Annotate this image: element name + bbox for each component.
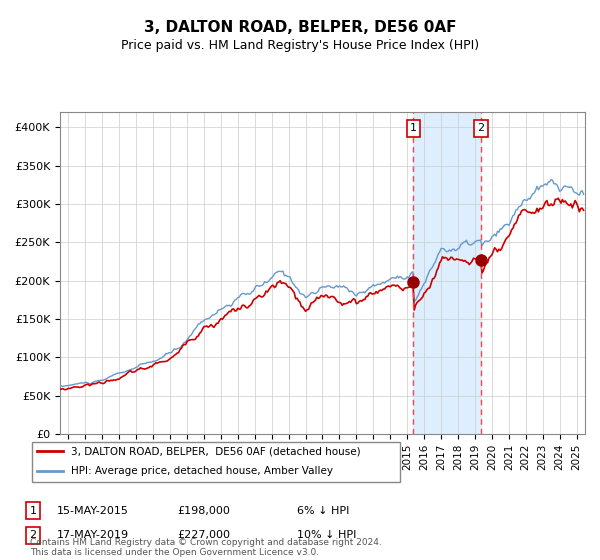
Text: 3, DALTON ROAD, BELPER, DE56 0AF: 3, DALTON ROAD, BELPER, DE56 0AF <box>144 20 456 35</box>
Text: 2: 2 <box>29 530 37 540</box>
Text: £198,000: £198,000 <box>177 506 230 516</box>
Text: £227,000: £227,000 <box>177 530 230 540</box>
Text: Price paid vs. HM Land Registry's House Price Index (HPI): Price paid vs. HM Land Registry's House … <box>121 39 479 52</box>
FancyBboxPatch shape <box>32 441 400 482</box>
Text: Contains HM Land Registry data © Crown copyright and database right 2024.
This d: Contains HM Land Registry data © Crown c… <box>30 538 382 557</box>
Text: 2: 2 <box>478 123 485 133</box>
Text: 17-MAY-2019: 17-MAY-2019 <box>57 530 129 540</box>
Bar <box>413 112 481 434</box>
Text: 1: 1 <box>29 506 37 516</box>
Text: 1: 1 <box>410 123 417 133</box>
Text: 15-MAY-2015: 15-MAY-2015 <box>57 506 129 516</box>
Text: HPI: Average price, detached house, Amber Valley: HPI: Average price, detached house, Ambe… <box>71 466 333 476</box>
Text: 10% ↓ HPI: 10% ↓ HPI <box>297 530 356 540</box>
Text: 3, DALTON ROAD, BELPER,  DE56 0AF (detached house): 3, DALTON ROAD, BELPER, DE56 0AF (detach… <box>71 446 361 456</box>
Text: 6% ↓ HPI: 6% ↓ HPI <box>297 506 349 516</box>
